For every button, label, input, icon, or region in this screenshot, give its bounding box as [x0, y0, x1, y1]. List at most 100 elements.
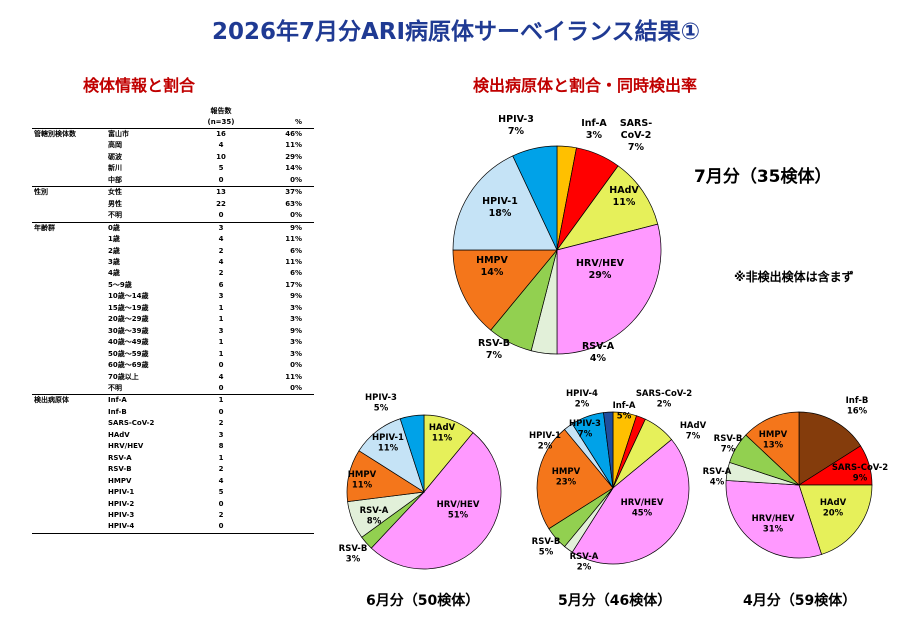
count-value: 0	[218, 361, 224, 370]
table-row: 10歳～14歳 3 9%	[32, 291, 314, 302]
category-label: 砺波	[108, 152, 122, 161]
category-label: 3歳	[108, 257, 120, 266]
pie-label-june-rsv-a: RSV-A 8%	[360, 506, 389, 527]
table-row: HRV/HEV 8	[32, 441, 314, 452]
group-label: 年齢群	[32, 221, 106, 235]
percent-value: 17%	[285, 280, 302, 289]
category-label: 男性	[108, 199, 122, 208]
count-value: 4	[218, 372, 224, 381]
count-value: 4	[218, 141, 224, 150]
exclusion-note: ※非検出検体は含まず	[734, 270, 854, 284]
count-value: 3	[194, 221, 248, 235]
table-row: 40歳～49歳 1 3%	[32, 337, 314, 348]
percent-value: 6%	[290, 246, 302, 255]
percent-value: 3%	[290, 338, 302, 347]
table-row: 70歳以上 4 11%	[32, 372, 314, 383]
count-value: 5	[218, 488, 224, 497]
percent-value: 29%	[285, 152, 302, 161]
category-label: 70歳以上	[108, 372, 139, 381]
pie-label-july-hpiv-3: HPIV-3 7%	[498, 114, 534, 137]
count-value: 0	[218, 175, 224, 184]
pie-label-june-hadv: HAdV 11%	[429, 423, 456, 444]
count-value: 0	[218, 211, 224, 220]
pie-slice-april-inf-b	[798, 411, 862, 486]
pie-chart-june: HAdV 11% HRV/HEV 51% RSV-B 3% RSV-A 8% HMPV 11% HP…	[339, 393, 502, 570]
table-row: 不明 0 0%	[32, 210, 314, 222]
table-row: 15歳～19歳 1 3%	[32, 303, 314, 314]
count-value: 1	[194, 394, 248, 407]
count-value: 2	[218, 269, 224, 278]
percent-value: 9%	[290, 292, 302, 301]
count-value: 2	[218, 510, 224, 519]
percent-value: 9%	[290, 326, 302, 335]
category-label: Inf-A	[106, 394, 194, 407]
pie-slice-may-hmpv	[536, 428, 614, 530]
percent-value: 0%	[290, 361, 302, 370]
count-value: 5	[218, 164, 224, 173]
count-value: 2	[218, 465, 224, 474]
table-row: HAdV 3	[32, 430, 314, 441]
category-label: RSV-A	[108, 453, 132, 462]
section-title-pathogens: 検出病原体と割合・同時検出率	[473, 76, 698, 95]
pie-label-may-hmpv: HMPV 23%	[552, 467, 581, 488]
table-row: 砺波 10 29%	[32, 152, 314, 163]
table-row: HPIV-3 2	[32, 510, 314, 521]
pie-label-july-hmpv: HMPV 14%	[476, 255, 508, 278]
percent-value: 11%	[285, 235, 302, 244]
pie-slice-july-hpiv-1	[452, 155, 558, 251]
percent-value: 63%	[285, 199, 302, 208]
category-label: 新川	[108, 164, 122, 173]
group-label	[32, 521, 106, 534]
category-label: 30歳～39歳	[108, 326, 149, 335]
category-label: 女性	[106, 186, 194, 199]
count-value: 22	[216, 199, 226, 208]
category-label: HPIV-1	[108, 488, 135, 497]
pie-label-june-hrv-hev: HRV/HEV 51%	[437, 500, 480, 521]
table-row: HPIV-4 0	[32, 521, 314, 534]
table-row: 4歳 2 6%	[32, 268, 314, 279]
table-row: 1歳 4 11%	[32, 234, 314, 245]
pie-label-may-inf-a: Inf-A 5%	[613, 401, 636, 422]
pie-label-april-hrv-hev: HRV/HEV 31%	[752, 514, 795, 535]
table-row: Inf-B 0	[32, 407, 314, 418]
category-label: HRV/HEV	[108, 442, 144, 451]
category-label: Inf-B	[108, 407, 127, 416]
pie-label-june-hmpv: HMPV 11%	[348, 470, 377, 491]
percent-value: 6%	[290, 269, 302, 278]
pie-label-april-sars-cov-2: SARS-CoV-2 9%	[832, 463, 888, 484]
pie-slice-july-hpiv-3	[512, 145, 558, 251]
pie-label-may-hpiv-3: HPIV-3 7%	[569, 419, 601, 440]
pie-label-may-hrv-hev: HRV/HEV 45%	[621, 498, 664, 519]
pie-slice-july-hmpv	[452, 249, 558, 331]
header-count-label: 報告数	[210, 107, 232, 115]
pie-label-may-hpiv-1: HPIV-1 2%	[529, 431, 561, 452]
pie-label-april-inf-b: Inf-B 16%	[846, 396, 869, 417]
category-label: 高岡	[108, 141, 122, 150]
percent-value	[248, 394, 314, 407]
pie-slice-april-hadv	[798, 484, 873, 555]
pie-label-july-sars-cov-2: SARS-CoV-2 7%	[620, 118, 652, 153]
count-value: 4	[218, 235, 224, 244]
category-label: 20歳～29歳	[108, 315, 149, 324]
april-caption: 4月分（59検体）	[743, 593, 857, 609]
pie-chart-may: Inf-A 5%SARS-CoV-2 2% HAdV 7% HRV/HEV 45% RSV-A…	[529, 389, 707, 573]
count-value: 1	[218, 453, 224, 462]
group-label: 検出病原体	[32, 394, 106, 407]
category-label: 15歳～19歳	[108, 303, 149, 312]
table-row: HPIV-2 0	[32, 499, 314, 510]
table-row: 5～9歳 6 17%	[32, 280, 314, 291]
june-caption: 6月分（50検体）	[366, 593, 480, 609]
table-row: HMPV 4	[32, 476, 314, 487]
table-row: 50歳～59歳 1 3%	[32, 349, 314, 360]
table-row: 管轄別検体数 富山市 16 46%	[32, 128, 314, 141]
percent-value	[248, 521, 314, 534]
pie-label-july-hrv-hev: HRV/HEV 29%	[576, 258, 625, 281]
pie-label-may-sars-cov-2: SARS-CoV-2 2%	[636, 389, 692, 410]
pie-slice-june-hrv-hev	[370, 432, 502, 570]
pie-slice-may-hpiv-4	[603, 411, 614, 489]
percent-value: 0%	[290, 175, 302, 184]
table-row: 30歳～39歳 3 9%	[32, 326, 314, 337]
category-label: 50歳～59歳	[108, 349, 149, 358]
count-value: 0	[218, 407, 224, 416]
